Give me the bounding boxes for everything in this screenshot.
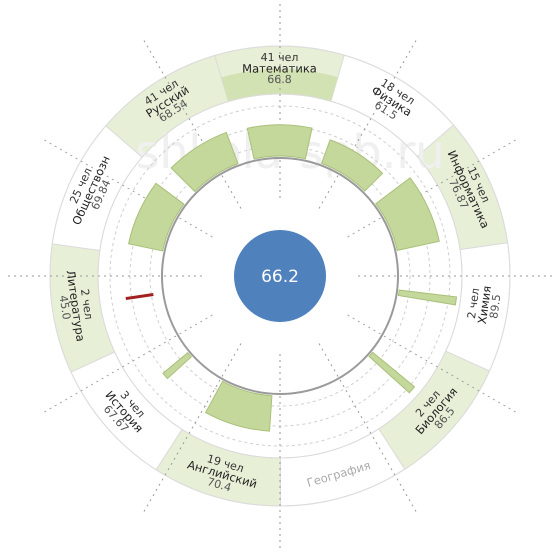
subject-score: 45.0	[57, 294, 73, 320]
subject-count: 2 чел	[465, 287, 482, 319]
inner-ring	[161, 157, 399, 395]
band-highlight	[221, 69, 338, 102]
bar-8	[125, 293, 154, 301]
overall-average-value: 66.2	[261, 267, 299, 287]
bar-10	[170, 131, 239, 193]
bar-2	[375, 177, 440, 251]
bar-0	[246, 124, 313, 160]
bar-9	[128, 182, 185, 252]
bar-7	[162, 352, 193, 380]
subject-score: 89.5	[487, 293, 503, 319]
bar-4	[368, 351, 416, 394]
bar-3	[397, 289, 458, 306]
subject-name: Химия	[475, 285, 494, 325]
subject-count: 2 чел	[78, 288, 95, 320]
subject-score: 66.8	[267, 73, 292, 86]
bar-6	[204, 380, 273, 432]
subject-count: 41 чел	[261, 51, 299, 64]
bar-1	[320, 139, 384, 192]
subject-name: Математика	[242, 61, 317, 75]
overall-average-circle	[234, 230, 326, 322]
